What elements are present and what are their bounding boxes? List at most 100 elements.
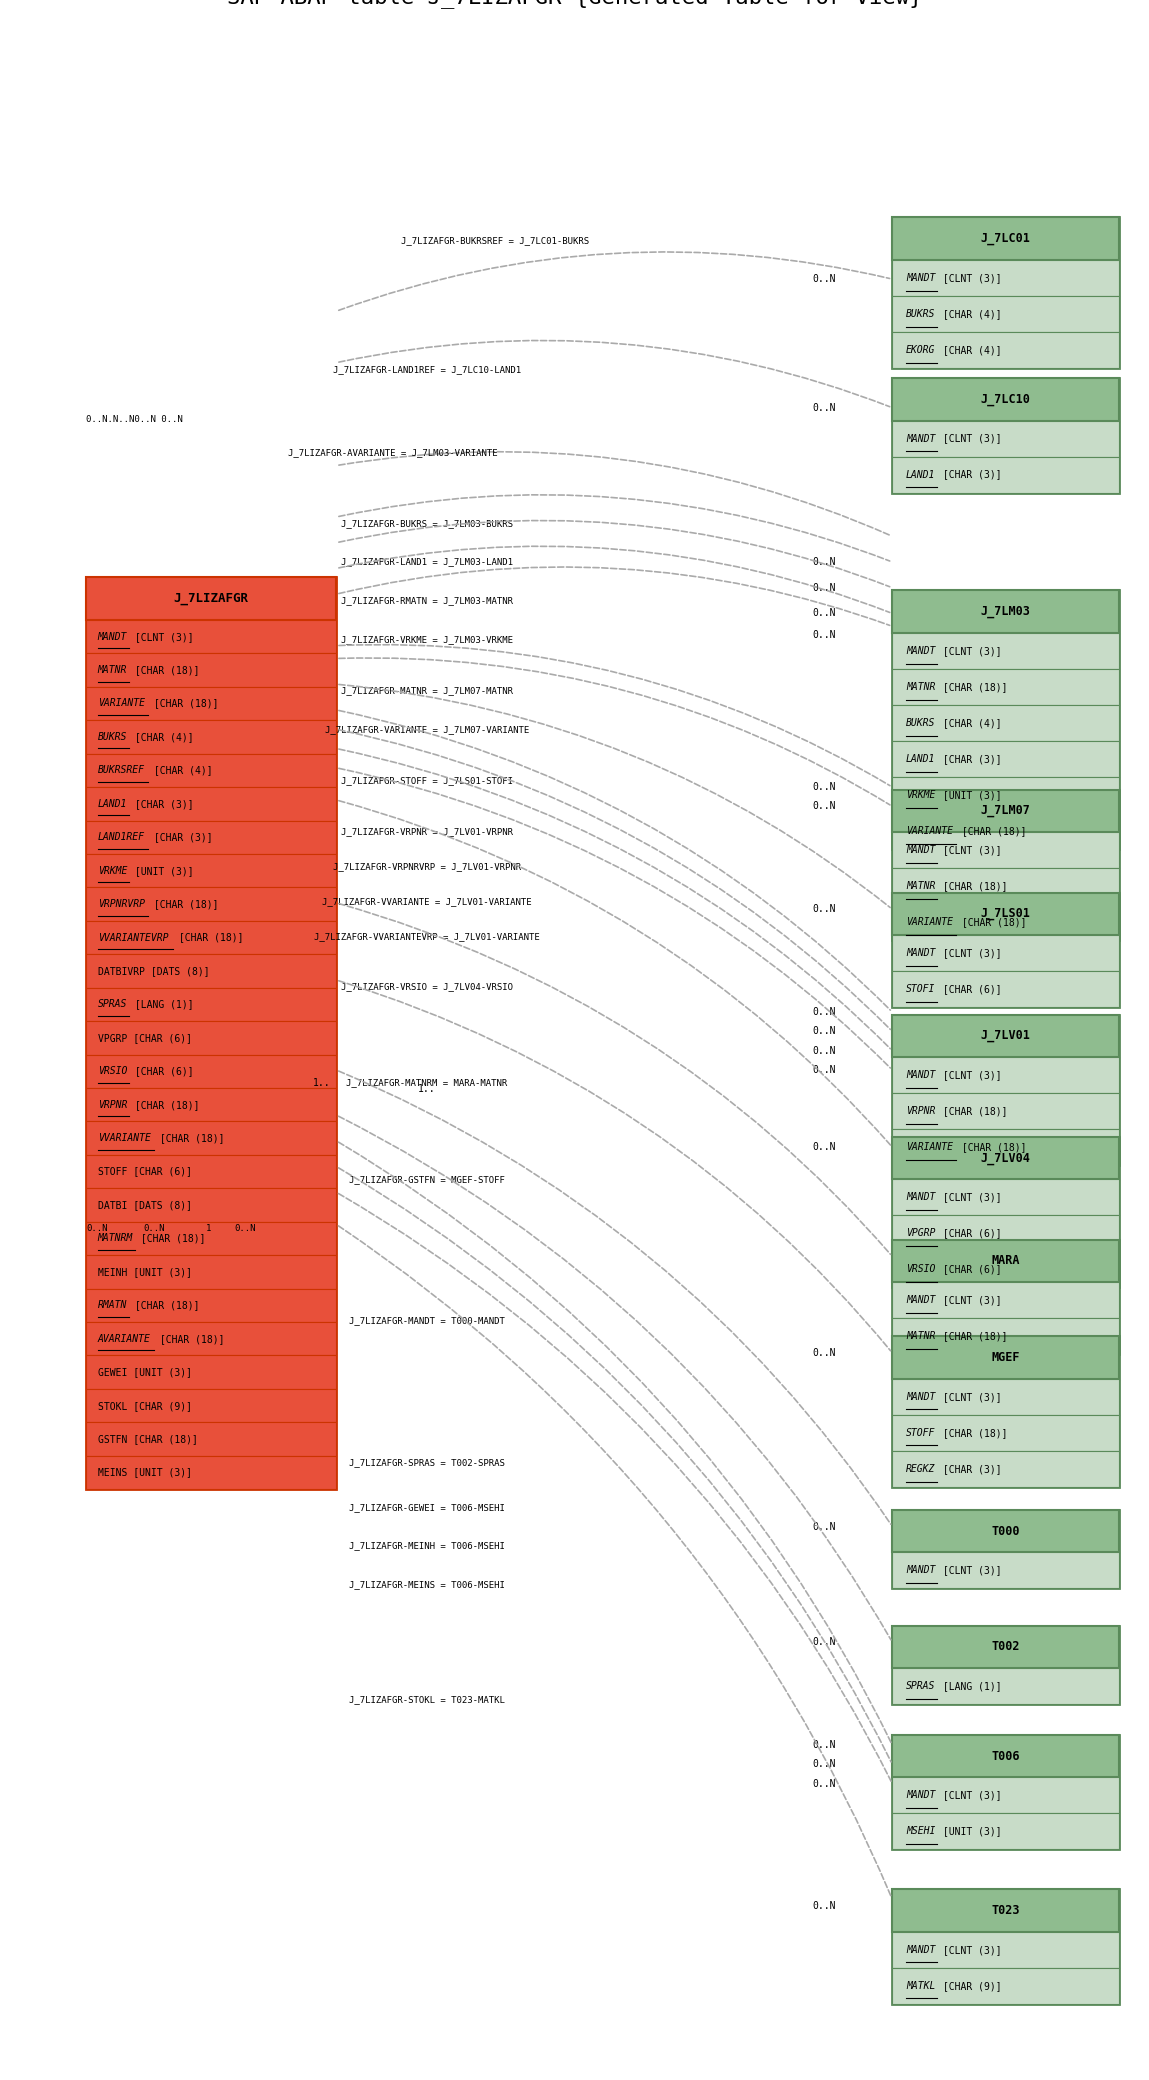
FancyBboxPatch shape (893, 420, 1119, 458)
Text: [CHAR (18)]: [CHAR (18)] (956, 917, 1026, 928)
Text: [CLNT (3)]: [CLNT (3)] (938, 1192, 1002, 1202)
FancyBboxPatch shape (86, 686, 337, 720)
Text: J_7LIZAFGR-LAND1 = J_7LM03-LAND1: J_7LIZAFGR-LAND1 = J_7LM03-LAND1 (341, 557, 512, 566)
Text: MATNRM: MATNRM (98, 1233, 133, 1244)
FancyBboxPatch shape (893, 1335, 1119, 1487)
FancyBboxPatch shape (893, 1668, 1119, 1704)
FancyBboxPatch shape (86, 578, 337, 620)
Text: BUKRS: BUKRS (905, 718, 935, 728)
Text: [CHAR (18)]: [CHAR (18)] (172, 932, 244, 942)
Text: J_7LIZAFGR-VRPNR = J_7LV01-VRPNR: J_7LIZAFGR-VRPNR = J_7LV01-VRPNR (341, 828, 512, 836)
Text: MARA: MARA (992, 1254, 1020, 1267)
Text: J_7LIZAFGR: J_7LIZAFGR (173, 593, 249, 605)
FancyBboxPatch shape (893, 591, 1119, 849)
Text: J_7LV04: J_7LV04 (981, 1152, 1031, 1165)
FancyBboxPatch shape (893, 218, 1119, 260)
Text: [CHAR (3)]: [CHAR (3)] (938, 1464, 1002, 1473)
Text: [UNIT (3)]: [UNIT (3)] (129, 865, 193, 876)
Text: [CLNT (3)]: [CLNT (3)] (938, 1069, 1002, 1080)
Text: VRSIO: VRSIO (98, 1067, 128, 1075)
Text: J_7LIZAFGR-GSTFN = MGEF-STOFF: J_7LIZAFGR-GSTFN = MGEF-STOFF (349, 1175, 504, 1184)
FancyBboxPatch shape (893, 892, 1119, 936)
Text: [CHAR (4)]: [CHAR (4)] (938, 345, 1002, 356)
Text: MANDT: MANDT (905, 1296, 935, 1304)
Text: J_7LS01: J_7LS01 (981, 907, 1031, 919)
Text: [CHAR (18)]: [CHAR (18)] (148, 699, 218, 709)
Text: [CHAR (3)]: [CHAR (3)] (938, 470, 1002, 480)
FancyBboxPatch shape (86, 1356, 337, 1389)
Text: 0..N: 0..N (812, 1065, 836, 1075)
FancyBboxPatch shape (893, 1627, 1119, 1668)
Text: VVARIANTE: VVARIANTE (98, 1134, 151, 1144)
Text: J_7LIZAFGR-VRKME = J_7LM03-VRKME: J_7LIZAFGR-VRKME = J_7LM03-VRKME (341, 634, 512, 643)
Text: [CLNT (3)]: [CLNT (3)] (938, 948, 1002, 959)
FancyBboxPatch shape (893, 1889, 1119, 1932)
Text: [CHAR (3)]: [CHAR (3)] (148, 832, 213, 842)
Text: [CHAR (18)]: [CHAR (18)] (938, 882, 1008, 890)
FancyBboxPatch shape (893, 1240, 1119, 1354)
FancyBboxPatch shape (893, 1335, 1119, 1379)
Text: BUKRSREF: BUKRSREF (98, 765, 145, 776)
Text: J_7LIZAFGR-SPRAS = T002-SPRAS: J_7LIZAFGR-SPRAS = T002-SPRAS (349, 1458, 504, 1466)
FancyBboxPatch shape (893, 458, 1119, 493)
Text: 0..N: 0..N (812, 1901, 836, 1912)
FancyBboxPatch shape (893, 591, 1119, 632)
FancyBboxPatch shape (86, 1423, 337, 1456)
FancyBboxPatch shape (86, 1456, 337, 1489)
Text: T000: T000 (992, 1525, 1020, 1537)
FancyBboxPatch shape (86, 1221, 337, 1254)
FancyBboxPatch shape (86, 820, 337, 855)
Text: [CHAR (3)]: [CHAR (3)] (129, 799, 193, 809)
Text: [CHAR (18)]: [CHAR (18)] (154, 1333, 224, 1344)
Text: [CLNT (3)]: [CLNT (3)] (938, 1392, 1002, 1402)
FancyBboxPatch shape (893, 813, 1119, 849)
Text: LAND1: LAND1 (98, 799, 128, 809)
Text: VARIANTE: VARIANTE (905, 826, 953, 836)
FancyBboxPatch shape (86, 578, 337, 1489)
Text: [CHAR (18)]: [CHAR (18)] (956, 1142, 1026, 1152)
Text: VARIANTE: VARIANTE (98, 699, 145, 709)
Text: 0..N: 0..N (812, 801, 836, 811)
Text: J_7LIZAFGR-RMATN = J_7LM03-MATNR: J_7LIZAFGR-RMATN = J_7LM03-MATNR (341, 597, 512, 605)
FancyBboxPatch shape (86, 786, 337, 820)
Text: 0..N: 0..N (86, 1223, 108, 1233)
Text: VRPNR: VRPNR (98, 1100, 128, 1111)
Text: MSEHI: MSEHI (905, 1826, 935, 1837)
FancyBboxPatch shape (893, 1281, 1119, 1319)
Text: MANDT: MANDT (905, 433, 935, 443)
Text: J_7LIZAFGR-BUKRS = J_7LM03-BUKRS: J_7LIZAFGR-BUKRS = J_7LM03-BUKRS (341, 518, 512, 528)
Text: MANDT: MANDT (98, 632, 128, 641)
FancyBboxPatch shape (893, 1510, 1119, 1552)
FancyBboxPatch shape (893, 1932, 1119, 1968)
FancyBboxPatch shape (86, 1290, 337, 1323)
FancyBboxPatch shape (893, 705, 1119, 740)
Text: 0..N: 0..N (812, 630, 836, 641)
FancyBboxPatch shape (86, 1188, 337, 1221)
Text: J_7LM03: J_7LM03 (981, 605, 1031, 618)
FancyBboxPatch shape (893, 776, 1119, 813)
FancyBboxPatch shape (86, 753, 337, 786)
Text: [LANG (1)]: [LANG (1)] (129, 998, 193, 1009)
Text: [CHAR (4)]: [CHAR (4)] (938, 308, 1002, 318)
Text: MANDT: MANDT (905, 1791, 935, 1801)
Text: J_7LIZAFGR-VRPNRVRP = J_7LV01-VRPNR: J_7LIZAFGR-VRPNRVRP = J_7LV01-VRPNR (333, 863, 520, 872)
Text: [CHAR (18)]: [CHAR (18)] (956, 826, 1026, 836)
Text: MANDT: MANDT (905, 645, 935, 655)
Text: [CHAR (4)]: [CHAR (4)] (129, 732, 193, 743)
Text: MANDT: MANDT (905, 1566, 935, 1575)
Text: VRPNRVRP: VRPNRVRP (98, 899, 145, 909)
FancyBboxPatch shape (893, 1510, 1119, 1589)
Text: REGKZ: REGKZ (905, 1464, 935, 1473)
Text: [CHAR (18)]: [CHAR (18)] (129, 1100, 200, 1111)
Text: J_7LIZAFGR-MEINH = T006-MSEHI: J_7LIZAFGR-MEINH = T006-MSEHI (349, 1541, 504, 1550)
Text: [CLNT (3)]: [CLNT (3)] (938, 645, 1002, 655)
FancyBboxPatch shape (893, 867, 1119, 905)
FancyBboxPatch shape (893, 1179, 1119, 1215)
Text: LAND1: LAND1 (905, 753, 935, 763)
FancyBboxPatch shape (893, 936, 1119, 971)
FancyBboxPatch shape (86, 1154, 337, 1188)
FancyBboxPatch shape (86, 888, 337, 921)
FancyBboxPatch shape (893, 333, 1119, 368)
Text: 0..N: 0..N (812, 905, 836, 915)
Text: [CHAR (3)]: [CHAR (3)] (938, 753, 1002, 763)
